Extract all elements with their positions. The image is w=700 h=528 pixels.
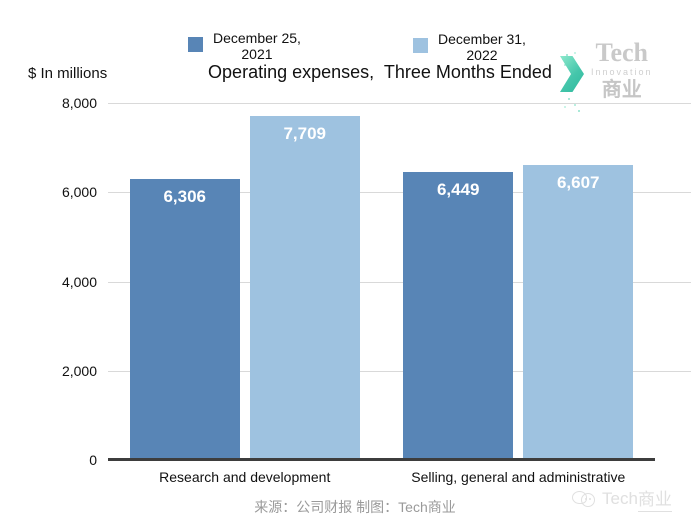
chart-bar: 6,306 bbox=[129, 178, 240, 460]
legend-label-2021-line1: December 25, bbox=[213, 30, 301, 46]
legend-label-2022-line2: 2022 bbox=[466, 47, 498, 63]
source-credit: 来源：公司财报 制图：Tech商业 bbox=[254, 499, 456, 515]
x-axis-category-label: Selling, general and administrative bbox=[411, 469, 626, 485]
y-axis-tick-label: 8,000 bbox=[61, 95, 97, 111]
legend-label-2022: December 31, 2022 bbox=[438, 31, 526, 63]
y-axis-tick-label: 4,000 bbox=[61, 273, 97, 290]
mascot-chat-icon bbox=[572, 489, 596, 509]
y-axis-tick-label: 0 bbox=[89, 452, 97, 468]
bar-value-label: 6,449 bbox=[436, 180, 480, 200]
bar-value-label: 6,306 bbox=[163, 186, 207, 206]
logo-innovation-text: Innovation bbox=[591, 67, 653, 77]
brand-logo-text: Tech Innovation 商业 bbox=[591, 38, 653, 102]
chart-bar: 6,607 bbox=[523, 165, 634, 460]
logo-tech-text: Tech bbox=[595, 38, 649, 67]
y-axis-tick-label: 2,000 bbox=[61, 362, 97, 379]
watermark-cn: 商业 bbox=[637, 485, 672, 512]
gridline bbox=[108, 281, 691, 283]
logo-cn-text: 商业 bbox=[601, 79, 642, 101]
units-label: $ In millions bbox=[28, 65, 108, 82]
x-axis-line bbox=[108, 458, 655, 461]
chevron-icon bbox=[560, 56, 584, 92]
bar-value-label: 7,709 bbox=[283, 124, 327, 143]
bottom-watermark: Tech 商业 bbox=[572, 485, 672, 512]
y-axis-tick-label: 6,000 bbox=[61, 184, 97, 201]
watermark-latin: Tech bbox=[602, 488, 638, 508]
legend-swatch-2022 bbox=[413, 38, 428, 53]
gridline bbox=[108, 192, 691, 194]
legend-swatch-2021 bbox=[188, 37, 203, 52]
plot-area: 6,306 7,709 6,449 6,607 bbox=[108, 103, 691, 460]
legend-label-2021-line2: 2021 bbox=[241, 46, 273, 62]
bar-value-label: 6,607 bbox=[556, 173, 600, 193]
chart-bar: 6,449 bbox=[403, 172, 514, 460]
gridline bbox=[108, 370, 691, 372]
legend-item-2022: December 31, 2022 bbox=[413, 31, 526, 63]
x-axis-category-label: Research and development bbox=[159, 469, 331, 485]
legend-label-2022-line1: December 31, bbox=[438, 31, 526, 47]
brand-logo: Tech Innovation 商业 bbox=[560, 40, 653, 101]
chart-title: Operating expenses, Three Months Ended bbox=[208, 62, 552, 82]
chart-bar: 7,709 bbox=[249, 116, 360, 460]
gridline bbox=[108, 103, 691, 104]
legend-item-2021: December 25, 2021 bbox=[188, 30, 301, 62]
legend-label-2021: December 25, 2021 bbox=[213, 30, 301, 62]
